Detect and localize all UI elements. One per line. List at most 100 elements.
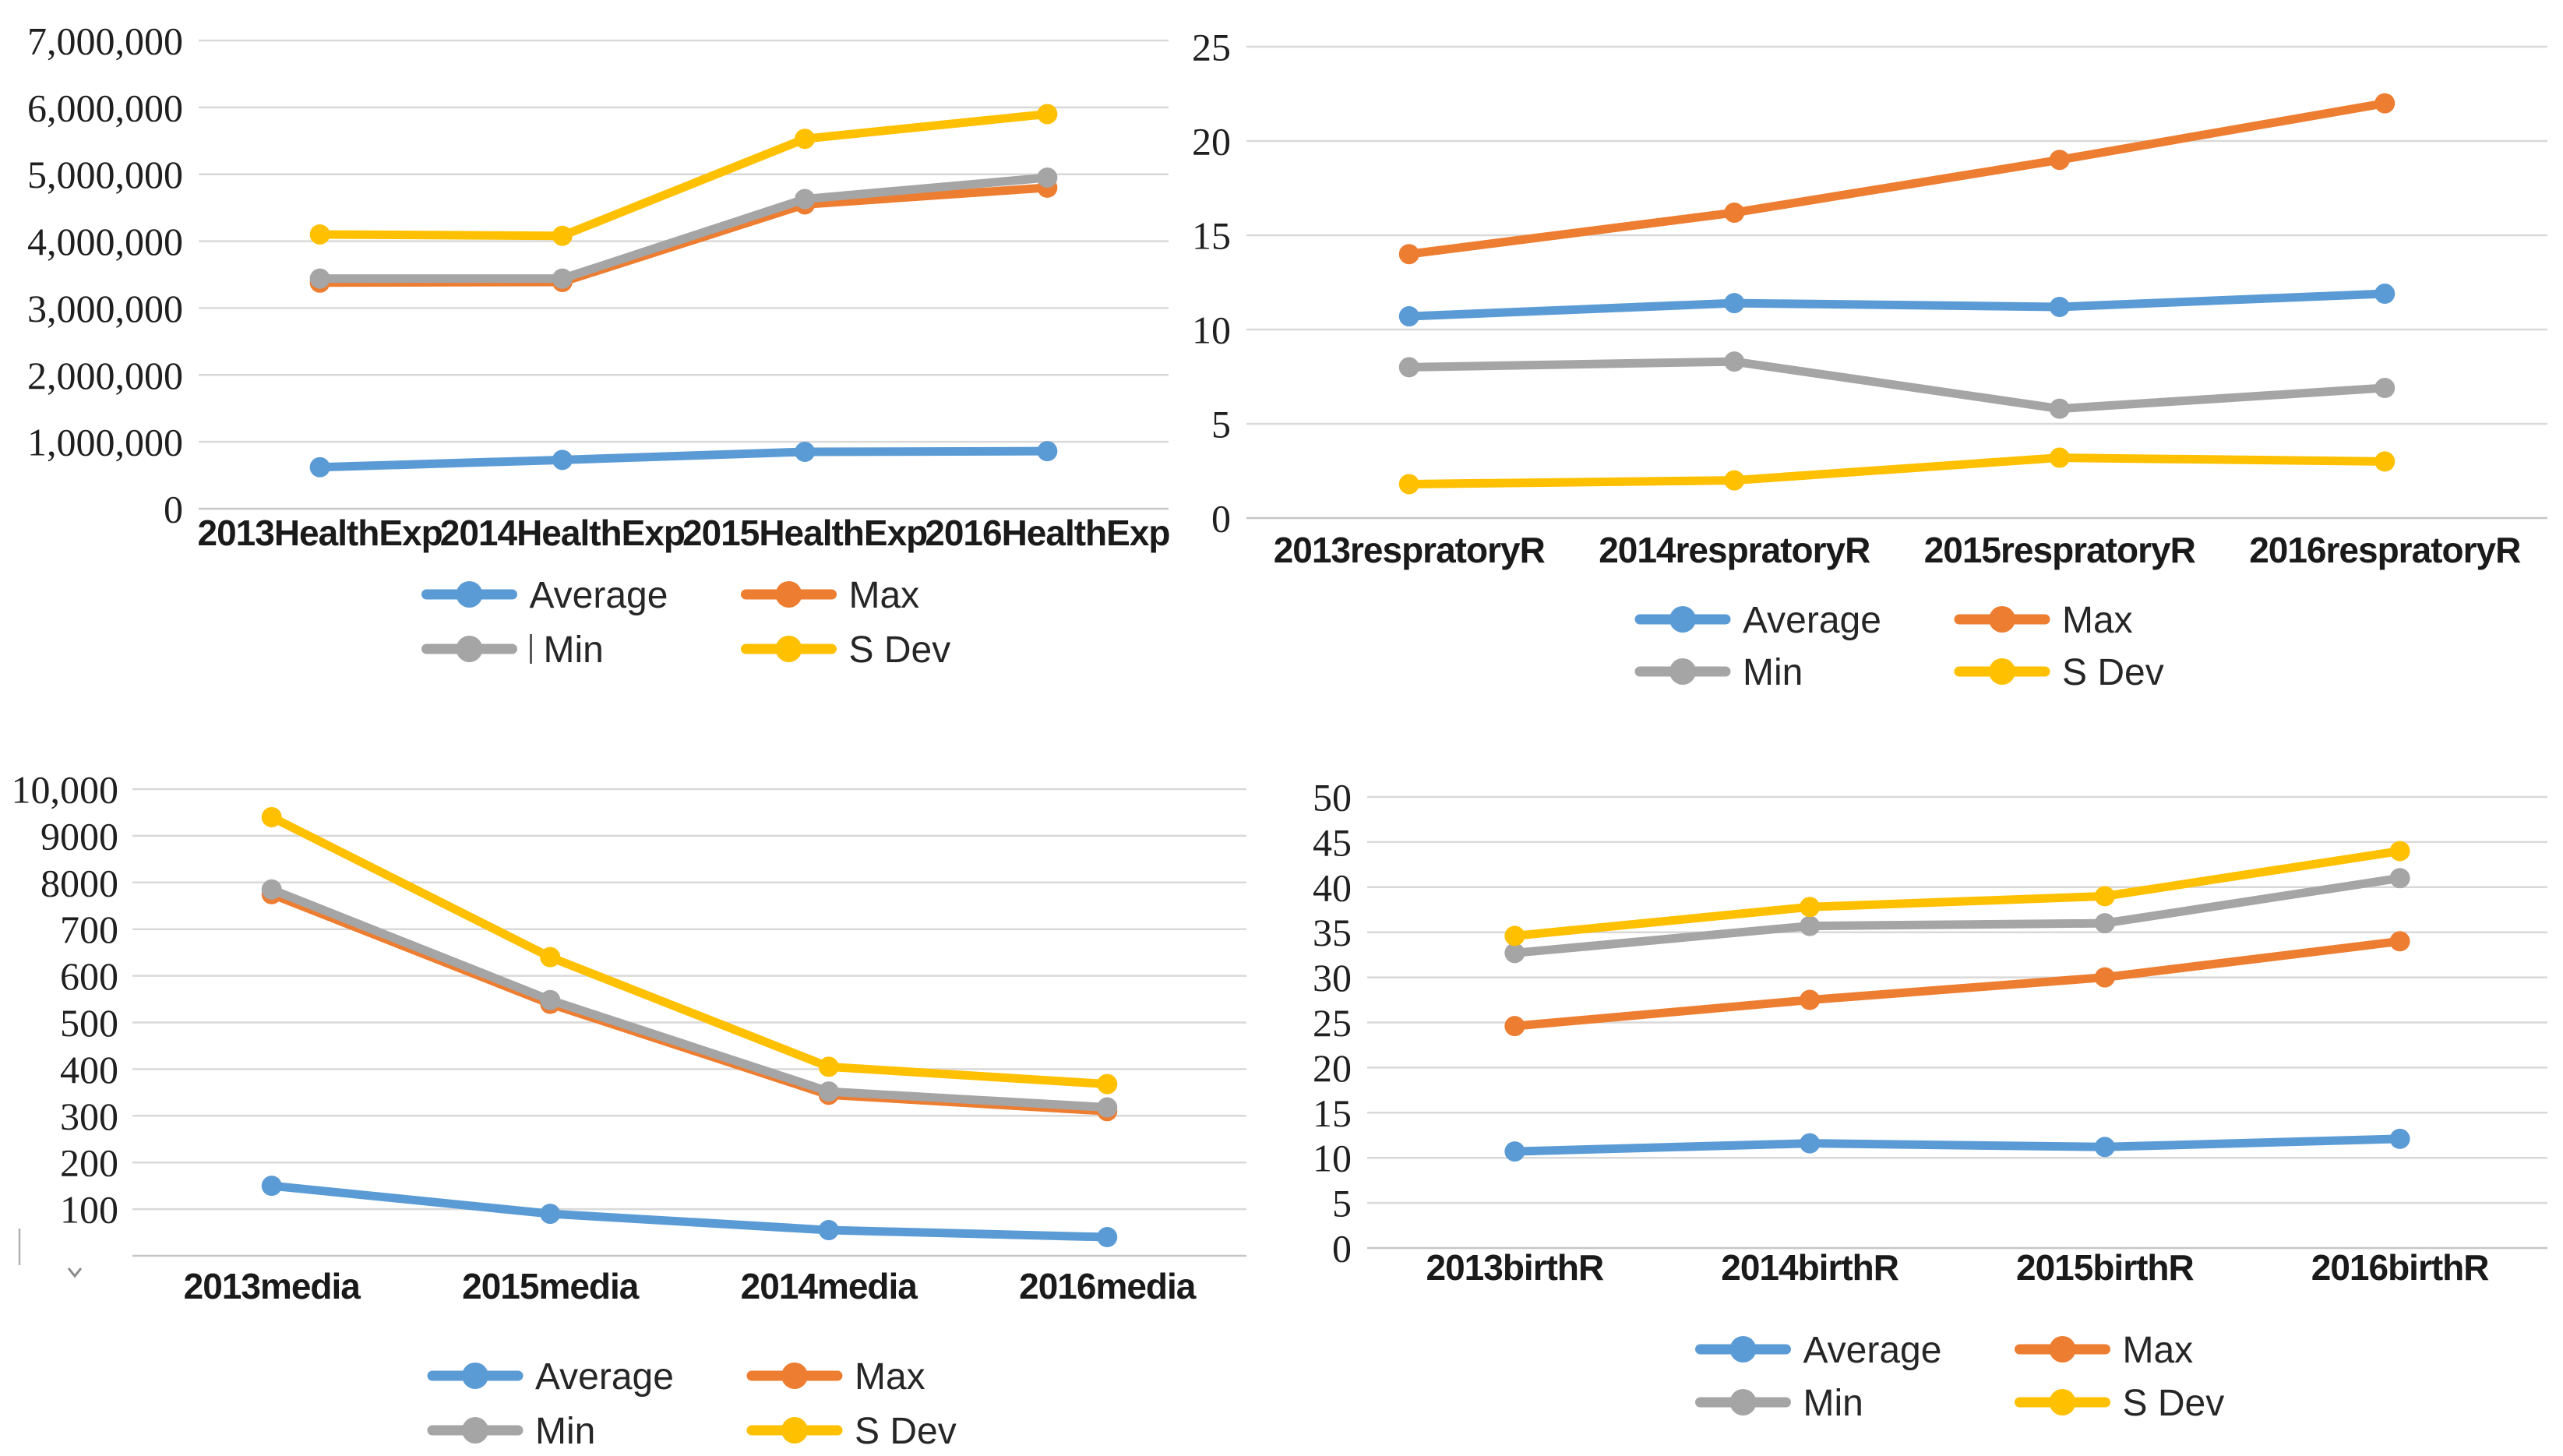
y-axis-tick-label: 10 bbox=[1313, 1137, 1352, 1180]
y-axis-tick-label: 0 bbox=[1332, 1227, 1352, 1271]
y-axis-tick-label: 50 bbox=[1313, 776, 1352, 820]
legend-item-average: Average bbox=[1634, 600, 1881, 641]
series-point-min-1 bbox=[1724, 351, 1745, 372]
y-axis-tick-label: 100 bbox=[60, 1188, 118, 1232]
legend-marker-dot-max bbox=[1989, 606, 2015, 633]
series-point-average-3 bbox=[1097, 1227, 1118, 1248]
legend-label-sdev: S Dev bbox=[855, 1411, 957, 1452]
x-axis-category-label: 2016birthR bbox=[2311, 1247, 2490, 1288]
series-line-average bbox=[1510, 1134, 2405, 1156]
y-axis-tick-label: 0 bbox=[1211, 497, 1231, 541]
series-point-average-0 bbox=[1398, 306, 1419, 327]
legend-marker-dot-average bbox=[1669, 606, 1696, 633]
legend-label-average: Average bbox=[1803, 1330, 1942, 1371]
x-axis-category-label: 2013media bbox=[184, 1266, 361, 1306]
y-axis-tick-label: 0 bbox=[164, 488, 183, 531]
series-line-sdev bbox=[1510, 846, 2405, 940]
legend-item-max: Max bbox=[2015, 1330, 2194, 1371]
y-axis-tick-label: 10,000 bbox=[12, 768, 119, 812]
legend-marker-dot-average bbox=[456, 581, 483, 608]
x-axis-category-label: 2014media bbox=[741, 1266, 918, 1306]
series-point-average-3 bbox=[1037, 441, 1058, 462]
series-line-max bbox=[1510, 936, 2405, 1031]
series-point-average-3 bbox=[2374, 284, 2396, 305]
series-point-sdev-3 bbox=[2374, 451, 2396, 472]
y-axis-tick-label: 20 bbox=[1313, 1046, 1352, 1090]
series-point-min-0 bbox=[309, 268, 330, 289]
y-axis-tick-label: 5 bbox=[1211, 403, 1231, 446]
legend-item-sdev: S Dev bbox=[746, 1411, 957, 1452]
y-axis-tick-label: 5,000,000 bbox=[27, 153, 183, 196]
legend-marker-dot-min bbox=[462, 1417, 488, 1444]
series-point-sdev-1 bbox=[1800, 897, 1821, 918]
series-point-min-3 bbox=[2389, 868, 2410, 889]
y-axis-tick-label: 600 bbox=[60, 954, 118, 998]
series-point-max-2 bbox=[2049, 150, 2070, 171]
series-point-min-3 bbox=[1037, 167, 1058, 189]
series-point-average-2 bbox=[818, 1220, 839, 1241]
series-point-average-0 bbox=[1504, 1141, 1525, 1162]
series-point-average-1 bbox=[552, 449, 573, 471]
series-point-min-2 bbox=[2049, 398, 2070, 419]
legend-label-min: Min bbox=[535, 1411, 595, 1452]
x-axis-category-label: 2016HealthExp bbox=[925, 513, 1169, 553]
x-axis-category-label: 2015birthR bbox=[2016, 1247, 2195, 1288]
x-axis-category-label: 2013respratoryR bbox=[1274, 530, 1546, 570]
x-axis-category-label: 2015media bbox=[462, 1266, 640, 1306]
y-axis-tick-label: 8000 bbox=[41, 861, 118, 904]
chart-svg-respratoryR: 25 20 15 10 5 0 2013respratoryR 2014respratoryR… bbox=[1192, 26, 2547, 693]
y-axis-tick-label: 20 bbox=[1192, 120, 1231, 164]
legend-label-sdev: S Dev bbox=[2123, 1383, 2225, 1424]
chart-birthR: 50 45 40 35 30 25 20 15 10 5 0 2013birthR 2014birthR… bbox=[1285, 724, 2563, 1456]
legend-marker-dot-min bbox=[1669, 658, 1696, 685]
legend-item-min: Min bbox=[421, 629, 604, 671]
legend-label-average: Average bbox=[1743, 600, 1881, 641]
legend-item-max: Max bbox=[746, 1356, 925, 1398]
legend-label-sdev: S Dev bbox=[2062, 652, 2164, 693]
legend-label-max: Max bbox=[855, 1356, 925, 1398]
series-point-sdev-1 bbox=[1724, 470, 1745, 491]
series-point-min-1 bbox=[540, 989, 561, 1010]
y-axis-tick-label: 30 bbox=[1313, 956, 1352, 999]
series-point-max-1 bbox=[1724, 202, 1745, 223]
legend-item-average: Average bbox=[1695, 1330, 1942, 1371]
series-point-min-3 bbox=[2374, 378, 2396, 399]
legend-item-max: Max bbox=[741, 575, 920, 616]
series-line-sdev bbox=[1405, 453, 2389, 488]
y-axis-tick-label: 5 bbox=[1332, 1182, 1352, 1225]
legend-item-max: Max bbox=[1954, 600, 2133, 641]
legend-marker-dot-sdev bbox=[2049, 1389, 2076, 1415]
series-line-max bbox=[1405, 99, 2389, 259]
legend-marker-dot-sdev bbox=[1989, 658, 2015, 685]
series-point-max-0 bbox=[1398, 244, 1419, 265]
legend-label-max: Max bbox=[2123, 1330, 2194, 1371]
series-point-average-0 bbox=[309, 457, 330, 478]
legend-label-max: Max bbox=[849, 575, 920, 616]
series-line-min bbox=[267, 885, 1112, 1112]
series-point-sdev-2 bbox=[795, 129, 816, 150]
y-axis-tick-label: 400 bbox=[60, 1048, 118, 1091]
series-point-sdev-2 bbox=[2049, 447, 2070, 468]
y-axis-tick-label: 500 bbox=[60, 1001, 118, 1045]
legend-label-average: Average bbox=[530, 575, 668, 616]
x-axis-category-label: 2016respratoryR bbox=[2249, 530, 2521, 570]
legend-item-sdev: S Dev bbox=[741, 629, 950, 671]
y-axis-tick-label: 25 bbox=[1313, 1001, 1352, 1045]
series-point-sdev-3 bbox=[1097, 1073, 1118, 1095]
series-point-average-2 bbox=[2094, 1137, 2115, 1158]
legend-marker-dot-sdev bbox=[781, 1417, 808, 1444]
y-axis-tick-label: 10 bbox=[1192, 308, 1231, 352]
series-point-min-1 bbox=[552, 268, 573, 289]
y-axis-tick-label: 35 bbox=[1313, 911, 1352, 954]
y-axis-tick-label: 1,000,000 bbox=[27, 421, 183, 464]
x-axis-category-label: 2013HealthExp bbox=[197, 513, 442, 553]
series-point-average-1 bbox=[540, 1204, 561, 1225]
x-axis-category-label: 2014HealthExp bbox=[440, 513, 685, 553]
y-axis-tick-label: 3,000,000 bbox=[27, 287, 183, 330]
y-axis-tick-label: 6,000,000 bbox=[27, 86, 183, 129]
legend-marker-dot-max bbox=[775, 581, 802, 608]
x-axis-category-label: 2015respratoryR bbox=[1924, 530, 2196, 570]
chart-media: 10,000 9000 8000 700 600 500 400 300 200 100 2013m… bbox=[0, 724, 1285, 1456]
series-point-min-3 bbox=[1097, 1097, 1118, 1118]
